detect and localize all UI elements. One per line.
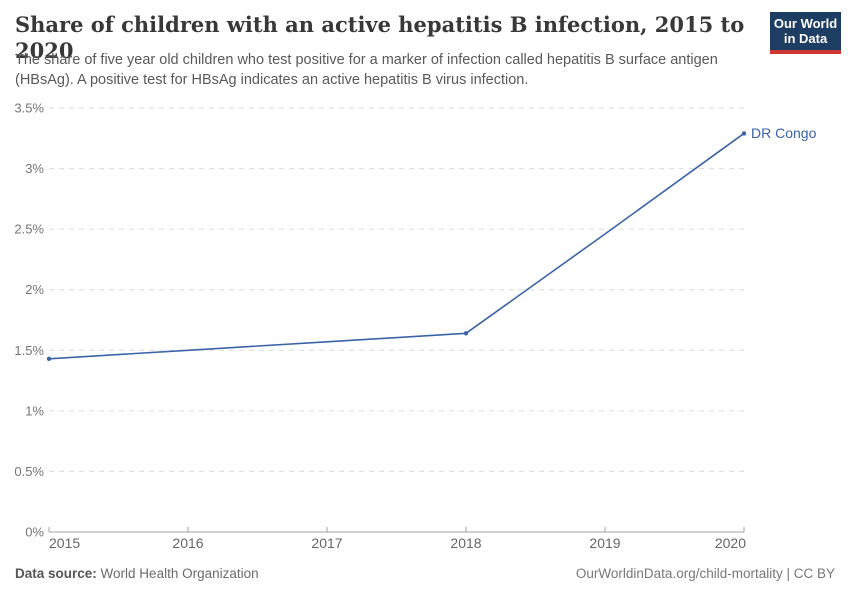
x-tick-label: 2017 [311,535,342,551]
data-point[interactable] [741,131,747,136]
y-tick-label: 3.5% [14,101,44,116]
x-tick-label: 2019 [589,535,620,551]
data-source-label: Data source: [15,566,97,581]
data-point[interactable] [46,356,52,361]
chart-subtitle: The share of five year old children who … [15,52,718,88]
license-link: OurWorldinData.org/child-mortality | CC … [575,566,835,581]
owid-logo[interactable]: Our World in Data [770,12,841,54]
x-tick-label: 2018 [450,535,481,551]
y-tick-label: 1.5% [14,343,44,358]
page-title: Share of children with an active hepatit… [15,12,745,64]
data-source: Data source: World Health Organization [15,566,259,581]
entity-label[interactable]: DR Congo [751,125,817,141]
y-tick-label: 0% [25,525,44,540]
y-tick-label: 2% [25,282,44,297]
x-tick-label: 2015 [49,535,80,551]
chart-footer: Data source: World Health Organization O… [15,566,835,581]
data-source-value: World Health Organization [100,566,259,581]
data-line-dr-congo[interactable] [48,132,745,360]
owid-logo-line1: Our World [773,15,838,31]
owid-logo-line2: in Data [783,31,828,46]
y-tick-label: 1% [25,403,44,418]
y-tick-label: 3% [25,161,44,176]
data-point[interactable] [463,331,469,336]
x-tick-label: 2016 [172,535,203,551]
y-tick-label: 0.5% [14,464,44,479]
x-tick-label: 2020 [715,535,746,551]
y-tick-label: 2.5% [14,222,44,237]
